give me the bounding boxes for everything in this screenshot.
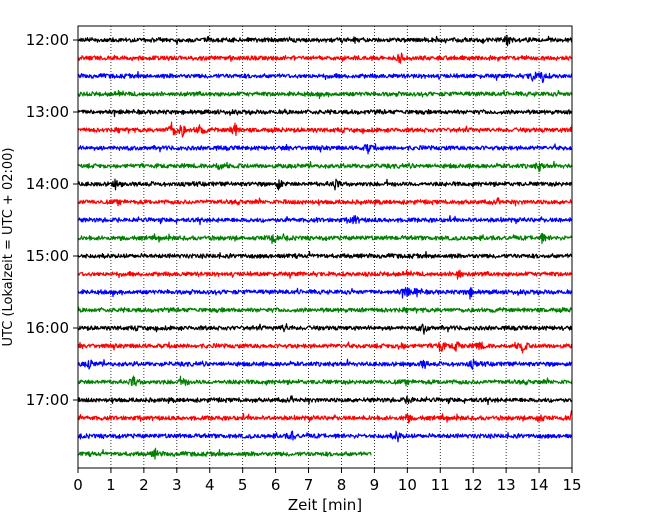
trace-1445	[77, 232, 573, 245]
y-axis-ticks: 12:00 13:00 14:00 15:00 16:00 17:00	[26, 31, 78, 409]
trace-1630	[77, 358, 573, 370]
trace-1430	[77, 215, 573, 226]
y-tick-label: 13:00	[26, 103, 69, 121]
trace-1645	[77, 375, 573, 387]
x-tick-label: 9	[370, 476, 380, 494]
x-tick-label: 3	[172, 476, 182, 494]
trace-1515	[77, 269, 573, 280]
y-axis-label: UTC (Lokalzeit = UTC + 02:00)	[1, 148, 16, 347]
x-tick-label: 13	[497, 476, 516, 494]
x-tick-label: 5	[238, 476, 248, 494]
x-tick-label: 12	[464, 476, 483, 494]
y-tick-label: 17:00	[26, 391, 69, 409]
trace-1545	[77, 306, 573, 314]
trace-1530	[77, 287, 573, 300]
plot-frame	[77, 25, 573, 469]
x-tick-label: 7	[304, 476, 314, 494]
trace-1215	[77, 52, 573, 64]
x-tick-label: 6	[271, 476, 281, 494]
trace-1315	[77, 121, 573, 138]
trace-1600	[77, 323, 573, 335]
trace-1730	[77, 430, 573, 443]
x-tick-label: 4	[205, 476, 215, 494]
x-tick-label: 11	[431, 476, 450, 494]
x-axis-ticks: 0 1 2 3 4 5 6 7 8 9 10 11 12 13 14 15	[73, 468, 582, 494]
x-tick-label: 8	[337, 476, 347, 494]
x-tick-label: 10	[398, 476, 417, 494]
y-tick-label: 16:00	[26, 319, 69, 337]
trace-1330	[77, 143, 573, 155]
trace-1415	[77, 197, 573, 207]
x-axis-label: Zeit [min]	[288, 496, 362, 514]
trace-1230	[77, 71, 573, 83]
y-tick-label: 15:00	[26, 247, 69, 265]
trace-1245	[77, 89, 573, 100]
trace-1500	[77, 250, 573, 259]
trace-1700	[77, 395, 573, 406]
x-tick-label: 15	[562, 476, 581, 494]
x-tick-label: 1	[106, 476, 116, 494]
trace-1615	[77, 341, 573, 354]
trace-1715	[77, 410, 573, 424]
x-tick-label: 0	[73, 476, 83, 494]
x-tick-label: 14	[530, 476, 549, 494]
x-tick-label: 2	[139, 476, 149, 494]
trace-1745	[77, 447, 372, 460]
trace-1300	[77, 108, 573, 118]
y-tick-label: 12:00	[26, 31, 69, 49]
traces	[77, 34, 573, 460]
trace-1345	[77, 160, 573, 173]
y-tick-label: 14:00	[26, 175, 69, 193]
trace-1200	[77, 34, 573, 47]
trace-1400	[77, 178, 573, 191]
